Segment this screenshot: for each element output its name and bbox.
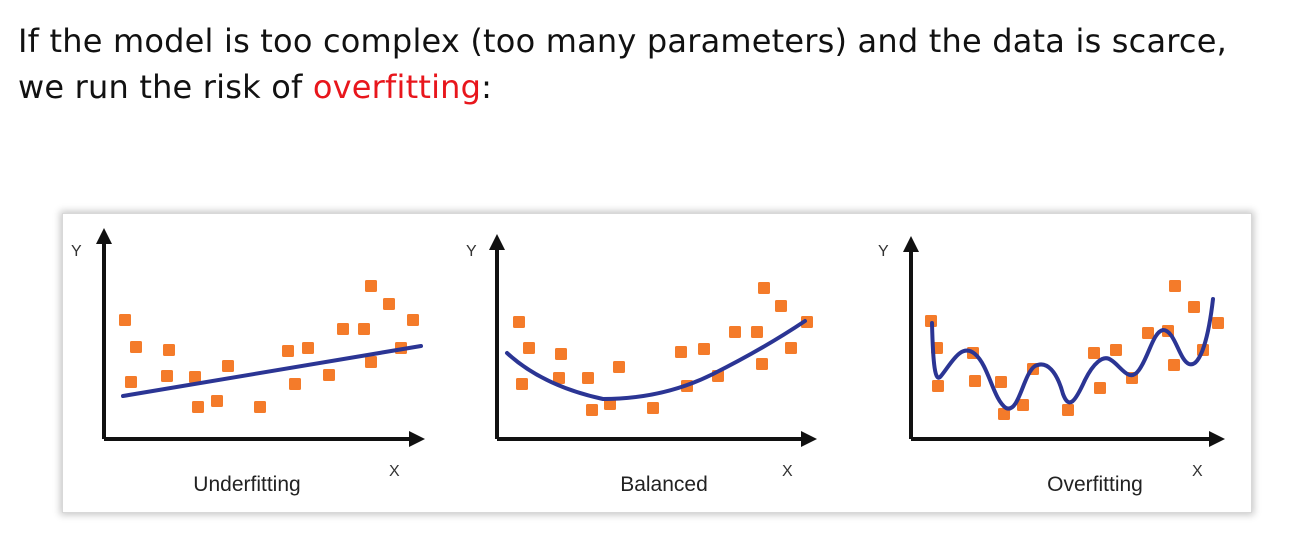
data-point xyxy=(302,342,314,354)
data-point xyxy=(163,344,175,356)
data-points xyxy=(119,280,419,413)
x-axis-label: X xyxy=(1192,463,1203,480)
data-point xyxy=(365,356,377,368)
data-point xyxy=(932,380,944,392)
panel-caption: Balanced xyxy=(620,473,708,496)
data-point xyxy=(513,316,525,328)
overfitting-highlight: overfitting xyxy=(312,68,482,106)
x-axis-label: X xyxy=(782,463,793,480)
data-point xyxy=(995,376,1007,388)
data-point xyxy=(1088,347,1100,359)
fit-curve-quadratic xyxy=(505,319,807,402)
data-point xyxy=(130,341,142,353)
data-point xyxy=(729,326,741,338)
data-point xyxy=(1110,344,1122,356)
data-point xyxy=(365,280,377,292)
data-point xyxy=(751,326,763,338)
data-point xyxy=(125,376,137,388)
data-point xyxy=(756,358,768,370)
data-point xyxy=(1142,327,1154,339)
data-point xyxy=(758,282,770,294)
fit-curve-linear xyxy=(121,344,423,398)
fitting-comparison-figure: Y X Underfitting Y X Balanced Y X xyxy=(62,213,1252,513)
data-point xyxy=(801,316,813,328)
data-point xyxy=(189,371,201,383)
data-point xyxy=(1094,382,1106,394)
data-point xyxy=(582,372,594,384)
data-point xyxy=(647,402,659,414)
data-point xyxy=(161,370,173,382)
intro-line-2: we run the risk of overfitting: xyxy=(18,64,1308,110)
data-point xyxy=(604,398,616,410)
data-point xyxy=(775,300,787,312)
data-point xyxy=(254,401,266,413)
intro-line-1: If the model is too complex (too many pa… xyxy=(18,22,1227,60)
data-point xyxy=(675,346,687,358)
y-axis-label: Y xyxy=(466,243,477,260)
data-point xyxy=(282,345,294,357)
data-point xyxy=(383,298,395,310)
x-axis-label: X xyxy=(389,463,400,480)
intro-text: If the model is too complex (too many pa… xyxy=(18,18,1308,110)
y-axis-arrow-icon xyxy=(96,228,112,244)
panel-caption: Overfitting xyxy=(1047,473,1143,496)
data-point xyxy=(192,401,204,413)
fit-curve-interpolating xyxy=(930,297,1215,411)
data-point xyxy=(613,361,625,373)
y-axis-label: Y xyxy=(71,243,82,260)
panel-underfitting: Y X Underfitting xyxy=(71,228,425,496)
data-point xyxy=(119,314,131,326)
data-points xyxy=(513,282,813,416)
panel-caption: Underfitting xyxy=(193,473,300,496)
data-point xyxy=(1017,399,1029,411)
y-axis-arrow-icon xyxy=(489,234,505,250)
data-point xyxy=(1168,359,1180,371)
y-axis-arrow-icon xyxy=(903,236,919,252)
panel-overfitting: Y X Overfitting xyxy=(878,236,1225,496)
x-axis-arrow-icon xyxy=(1209,431,1225,447)
data-point xyxy=(516,378,528,390)
data-point xyxy=(222,360,234,372)
panel-balanced: Y X Balanced xyxy=(466,234,817,496)
data-point xyxy=(969,375,981,387)
data-point xyxy=(323,369,335,381)
data-point xyxy=(337,323,349,335)
data-point xyxy=(555,348,567,360)
data-point xyxy=(1212,317,1224,329)
data-point xyxy=(523,342,535,354)
intro-line-2-suffix: : xyxy=(481,68,493,106)
y-axis-label: Y xyxy=(878,243,889,260)
data-point xyxy=(211,395,223,407)
data-point xyxy=(407,314,419,326)
data-point xyxy=(1062,404,1074,416)
data-point xyxy=(553,372,565,384)
data-point xyxy=(289,378,301,390)
data-point xyxy=(586,404,598,416)
x-axis-arrow-icon xyxy=(801,431,817,447)
data-point xyxy=(1169,280,1181,292)
data-point xyxy=(1188,301,1200,313)
x-axis-arrow-icon xyxy=(409,431,425,447)
data-point xyxy=(785,342,797,354)
fitting-diagram: Y X Underfitting Y X Balanced Y X xyxy=(71,228,1225,496)
data-point xyxy=(698,343,710,355)
data-point xyxy=(358,323,370,335)
intro-line-2-prefix: we run the risk of xyxy=(18,68,313,106)
data-point xyxy=(998,408,1010,420)
